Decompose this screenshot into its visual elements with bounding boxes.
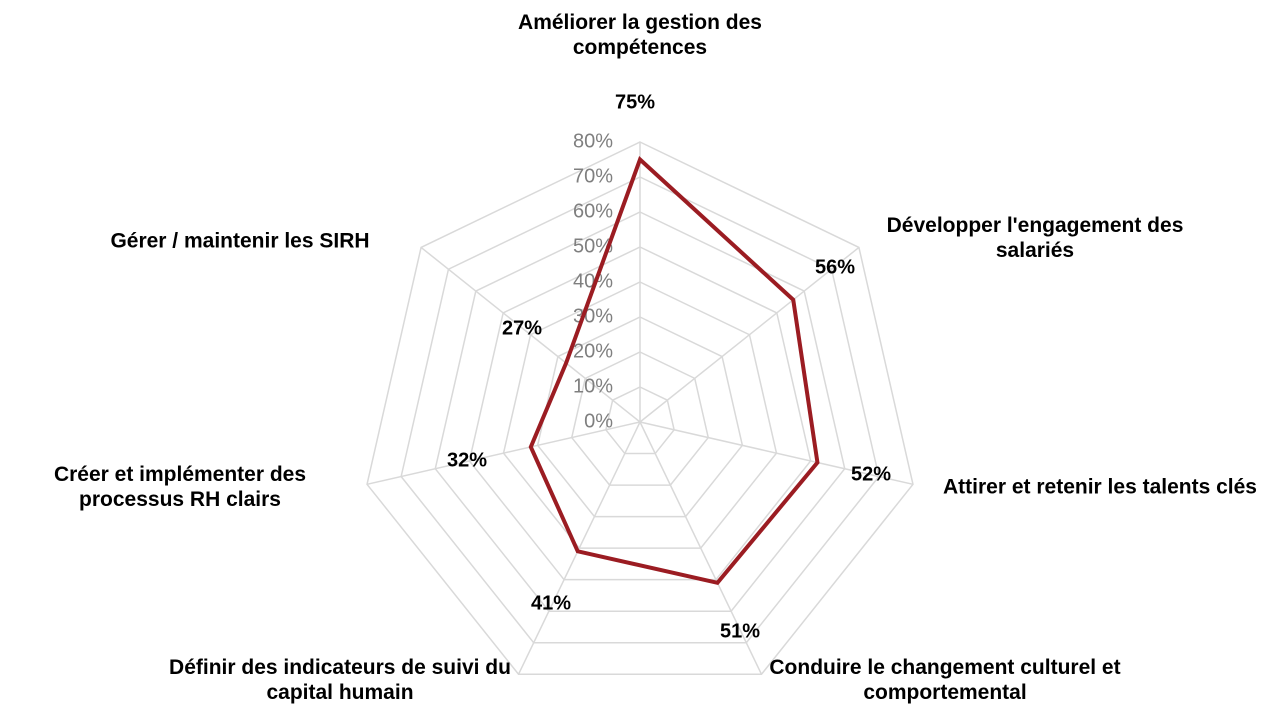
spoke xyxy=(639,246,860,423)
value-label: 32% xyxy=(447,449,487,471)
spoke xyxy=(639,421,914,486)
grid-ring xyxy=(536,316,744,518)
value-label: 52% xyxy=(851,463,891,485)
grid-ring xyxy=(605,386,675,455)
r-tick-label: 70% xyxy=(573,165,613,187)
category-label: Développer l'engagement des salariés xyxy=(886,214,1184,262)
grid-ring xyxy=(570,351,710,486)
category-label: Améliorer la gestion des compétences xyxy=(518,11,762,59)
grid-ring xyxy=(502,281,778,549)
grid-ring xyxy=(468,246,812,581)
value-label: 56% xyxy=(815,256,855,278)
r-tick-label: 40% xyxy=(573,270,613,292)
r-tick-label: 60% xyxy=(573,200,613,222)
r-tick-label: 20% xyxy=(573,340,613,362)
value-label: 41% xyxy=(531,592,571,614)
category-label: Définir des indicateurs de suivi du capi… xyxy=(169,656,511,704)
r-tick-label: 0% xyxy=(584,410,613,432)
value-label: 75% xyxy=(615,91,655,113)
value-label: 27% xyxy=(502,317,542,339)
spoke xyxy=(517,421,641,675)
r-tick-label: 80% xyxy=(573,130,613,152)
spoke xyxy=(639,421,763,675)
category-label: Gérer / maintenir les SIRH xyxy=(110,229,370,253)
category-label: Créer et implémenter des processus RH cl… xyxy=(53,463,307,511)
grid-ring xyxy=(366,141,914,676)
value-label: 51% xyxy=(720,620,760,642)
r-tick-label: 10% xyxy=(573,375,613,397)
grid-ring xyxy=(400,176,880,644)
r-tick-label: 50% xyxy=(573,235,613,257)
category-label: Attirer et retenir les talents clés xyxy=(943,475,1257,499)
spoke xyxy=(366,421,641,486)
grid-ring xyxy=(434,211,846,612)
series-line xyxy=(528,156,820,586)
category-label: Conduire le changement culturel et compo… xyxy=(769,656,1121,704)
spoke xyxy=(420,246,641,423)
